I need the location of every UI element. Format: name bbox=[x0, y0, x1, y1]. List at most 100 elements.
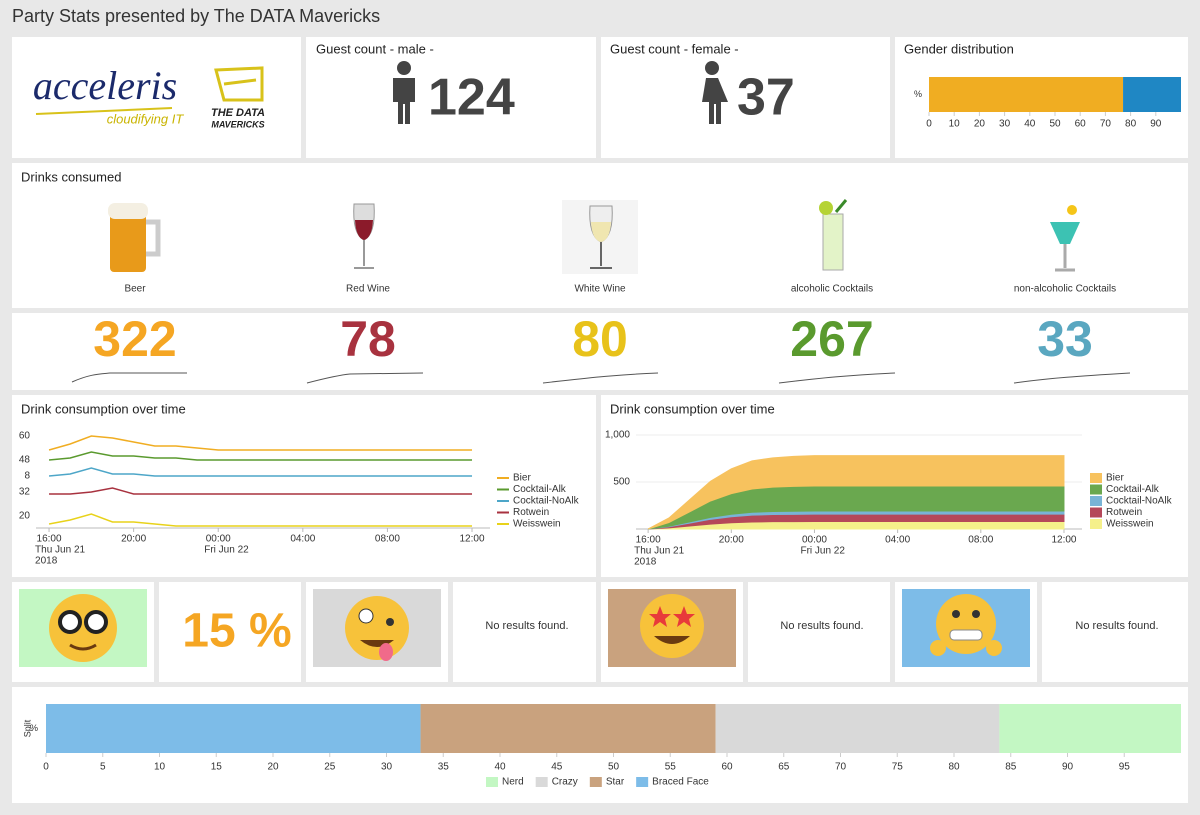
legend-swatch bbox=[535, 777, 548, 787]
x-tick-label: 90 bbox=[1062, 762, 1074, 773]
legend-label: Weisswein bbox=[1106, 519, 1154, 530]
legend-label: Braced Face bbox=[652, 777, 709, 788]
x-tick-label: 70 bbox=[1100, 119, 1112, 130]
x-tick-label: 16:00 bbox=[636, 535, 661, 546]
legend-label: Bier bbox=[1106, 473, 1124, 484]
x-tick-label: 95 bbox=[1119, 762, 1131, 773]
x-tick-label: 60 bbox=[721, 762, 733, 773]
x-tick-label: 04:00 bbox=[290, 534, 315, 545]
drink-count: 33 bbox=[1037, 311, 1093, 367]
legend-swatch bbox=[1090, 507, 1102, 518]
line-series bbox=[48, 451, 473, 461]
panel-title: Drink consumption over time bbox=[21, 401, 186, 416]
nerd-share: 15 % bbox=[182, 605, 291, 658]
drink-icons bbox=[108, 199, 1080, 274]
page-title: Party Stats presented by The DATA Maveri… bbox=[12, 6, 380, 26]
legend-label: Cocktail-NoAlk bbox=[513, 496, 580, 507]
logo-icon bbox=[214, 66, 264, 102]
y-tick-label: 20 bbox=[19, 511, 31, 522]
x-tick-label: 90 bbox=[1150, 119, 1162, 130]
female-count: 37 bbox=[737, 69, 795, 127]
drink-name: non-alcoholic Cocktails bbox=[1014, 284, 1116, 295]
area-series bbox=[647, 455, 1065, 530]
panel-title: Drink consumption over time bbox=[610, 401, 775, 416]
male-icon bbox=[393, 61, 415, 124]
x-tick-sublabel: 2018 bbox=[634, 557, 657, 568]
bar-segment bbox=[420, 704, 716, 753]
x-tick-label: 04:00 bbox=[885, 535, 910, 546]
x-tick-label: 16:00 bbox=[37, 534, 62, 545]
line-series bbox=[48, 467, 473, 477]
x-tick-label: 65 bbox=[778, 762, 790, 773]
bar-segment bbox=[1123, 77, 1181, 112]
line-series bbox=[48, 513, 473, 527]
drink-count: 322 bbox=[93, 311, 176, 367]
female-icon bbox=[702, 61, 728, 124]
x-tick-label: 55 bbox=[665, 762, 677, 773]
x-tick-label: 00:00 bbox=[802, 535, 827, 546]
x-tick-label: 80 bbox=[1125, 119, 1137, 130]
drink-name: White Wine bbox=[574, 284, 626, 295]
legend-swatch bbox=[589, 777, 602, 787]
drink-name: alcoholic Cocktails bbox=[791, 284, 873, 295]
x-tick-label: 08:00 bbox=[968, 535, 993, 546]
legend-label: Weisswein bbox=[513, 519, 561, 530]
y-tick-label: 500 bbox=[613, 477, 630, 488]
x-tick-sublabel: 2018 bbox=[35, 556, 58, 567]
logo-slogan: cloudifying IT bbox=[107, 111, 185, 126]
y-tick-label: 48 bbox=[19, 455, 31, 466]
x-tick-label: 25 bbox=[324, 762, 336, 773]
x-tick-label: 20:00 bbox=[121, 534, 146, 545]
x-tick-label: 50 bbox=[608, 762, 620, 773]
logo-brand: acceleris bbox=[33, 63, 177, 108]
panel-title: Drinks consumed bbox=[21, 169, 121, 184]
line-series bbox=[48, 435, 473, 451]
legend-swatch bbox=[636, 777, 649, 787]
x-tick-label: 50 bbox=[1049, 119, 1061, 130]
legend-label: Cocktail-Alk bbox=[513, 484, 567, 495]
x-tick-label: 5 bbox=[100, 762, 106, 773]
drink-count: 80 bbox=[572, 311, 628, 367]
drink-count: 78 bbox=[340, 311, 396, 367]
x-tick-label: 20:00 bbox=[719, 535, 744, 546]
panel-title: Guest count - female - bbox=[610, 41, 739, 56]
y-category-label: % bbox=[30, 723, 38, 733]
x-tick-label: 35 bbox=[438, 762, 450, 773]
y-category-label: % bbox=[914, 89, 922, 99]
x-tick-label: 70 bbox=[835, 762, 847, 773]
x-tick-label: 12:00 bbox=[1051, 535, 1076, 546]
x-tick-label: 30 bbox=[999, 119, 1011, 130]
x-tick-label: 20 bbox=[974, 119, 986, 130]
y-axis-label: Split bbox=[22, 719, 32, 737]
no-results: No results found. bbox=[1075, 620, 1158, 632]
x-tick-label: 75 bbox=[892, 762, 904, 773]
x-tick-label: 60 bbox=[1075, 119, 1087, 130]
y-tick-label: 32 bbox=[19, 487, 31, 498]
x-tick-sublabel: Fri Jun 22 bbox=[204, 545, 249, 556]
legend-label: Bier bbox=[513, 473, 531, 484]
x-tick-label: 15 bbox=[211, 762, 223, 773]
x-tick-label: 85 bbox=[1005, 762, 1017, 773]
legend-label: Rotwein bbox=[1106, 507, 1142, 518]
legend-label: Nerd bbox=[502, 777, 524, 788]
legend-label: Cocktail-Alk bbox=[1106, 484, 1160, 495]
male-count: 124 bbox=[428, 69, 515, 127]
legend-label: Star bbox=[606, 777, 625, 788]
legend-swatch bbox=[486, 777, 498, 787]
drink-name: Red Wine bbox=[346, 284, 390, 295]
x-tick-label: 00:00 bbox=[206, 534, 231, 545]
x-tick-label: 10 bbox=[154, 762, 166, 773]
drink-name: Beer bbox=[124, 284, 146, 295]
x-tick-label: 10 bbox=[949, 119, 961, 130]
x-tick-label: 45 bbox=[551, 762, 563, 773]
y-tick-label: 60 bbox=[19, 431, 31, 442]
no-results: No results found. bbox=[485, 620, 568, 632]
x-tick-label: 20 bbox=[267, 762, 279, 773]
x-tick-sublabel: Thu Jun 21 bbox=[634, 546, 684, 557]
bar-segment bbox=[46, 704, 421, 753]
x-tick-label: 12:00 bbox=[460, 534, 485, 545]
legend-label: Crazy bbox=[552, 777, 578, 788]
legend-swatch bbox=[1090, 473, 1102, 483]
sparklines bbox=[71, 372, 1131, 384]
emoji-tiles bbox=[19, 589, 1030, 667]
